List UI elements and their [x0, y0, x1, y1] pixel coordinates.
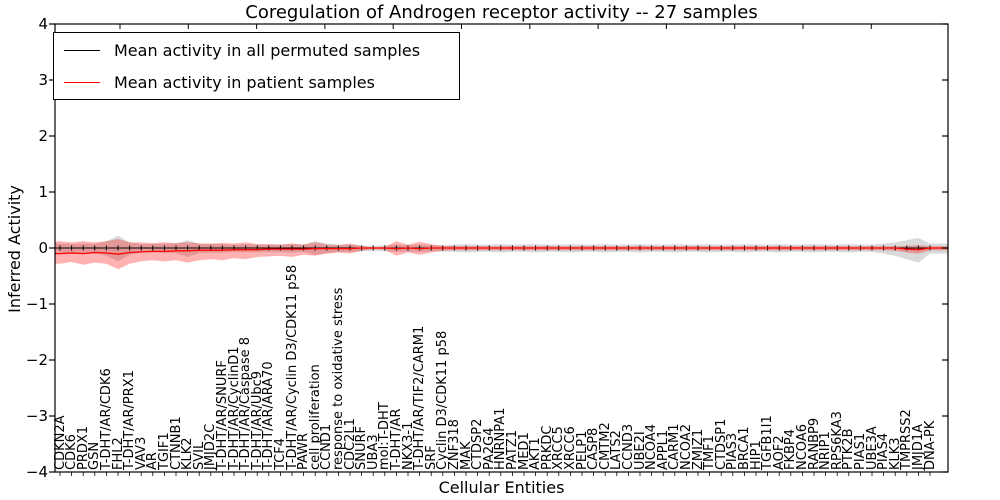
legend-item-permuted: Mean activity in all permuted samples: [64, 35, 459, 65]
x-tick-label: DNA-PK: [922, 420, 938, 470]
y-tick-label: 4: [38, 15, 48, 33]
page-title: Coregulation of Androgen receptor activi…: [245, 2, 758, 23]
y-tick-label: 1: [38, 183, 48, 201]
x-axis-title: Cellular Entities: [438, 478, 565, 497]
y-tick-label: −3: [25, 407, 48, 425]
permuted-band: [55, 235, 948, 263]
y-tick-label: 0: [38, 239, 48, 257]
y-tick-label: 3: [38, 71, 48, 89]
y-tick-label: −1: [25, 295, 48, 313]
legend: Mean activity in all permuted samples Me…: [53, 32, 460, 100]
legend-line-patient-icon: [64, 81, 100, 83]
patient-band: [55, 239, 948, 270]
patient-mean-line: [55, 247, 948, 255]
y-tick-label: −4: [25, 463, 48, 481]
legend-item-patient: Mean activity in patient samples: [64, 67, 459, 97]
y-tick-label: −2: [25, 351, 48, 369]
legend-label-permuted: Mean activity in all permuted samples: [114, 40, 421, 60]
y-tick-label: 2: [38, 127, 48, 145]
legend-label-patient: Mean activity in patient samples: [114, 72, 375, 92]
legend-line-permuted-icon: [64, 49, 100, 51]
